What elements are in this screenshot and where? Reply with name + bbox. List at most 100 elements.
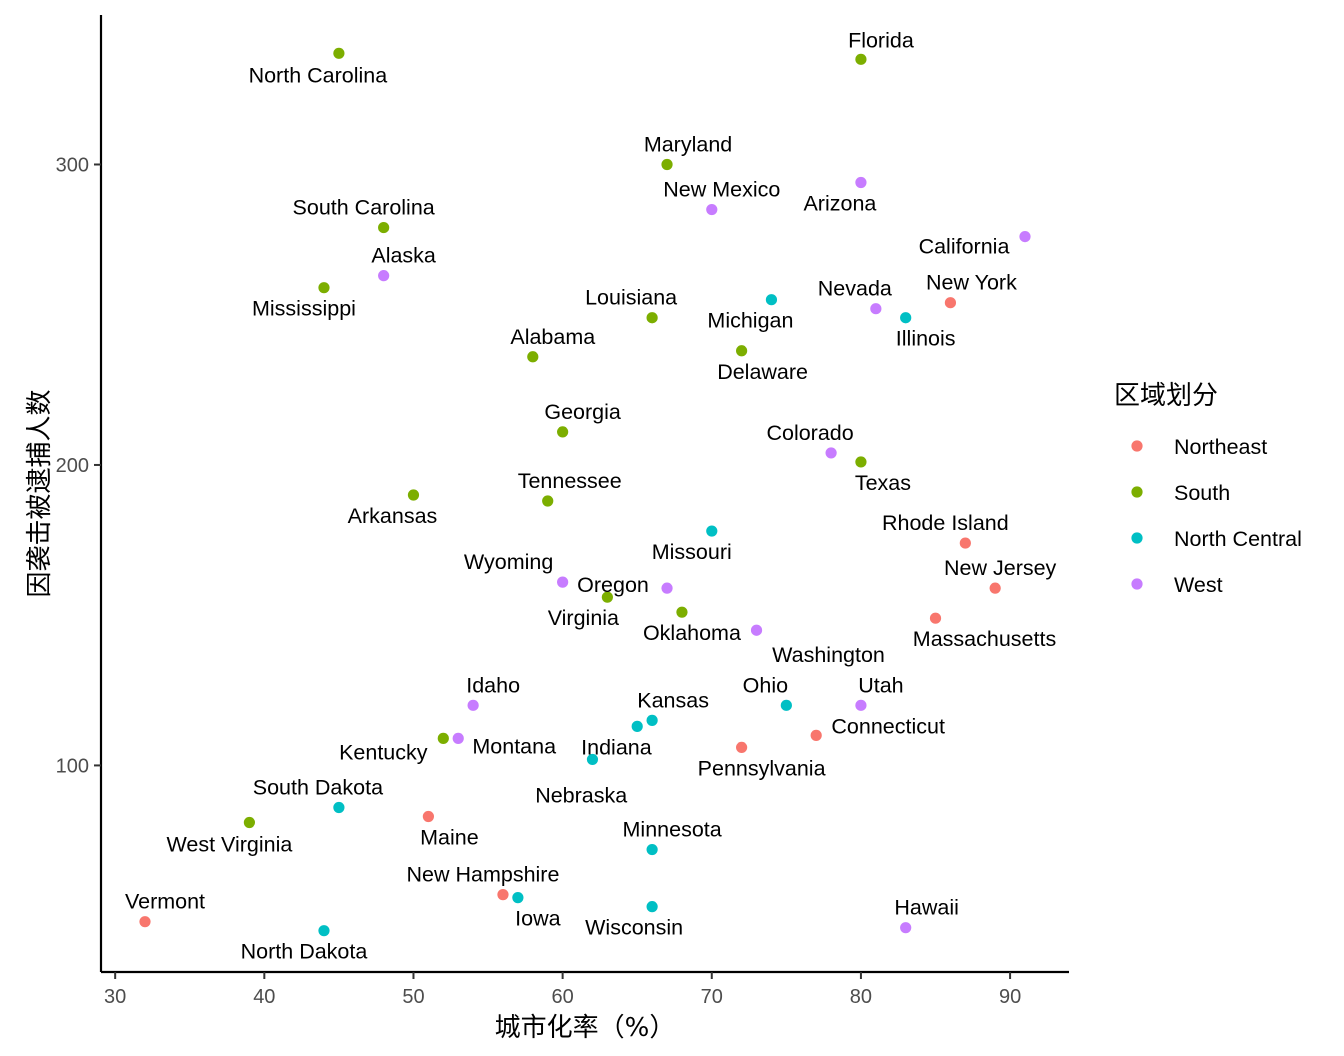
- point-label: Illinois: [896, 327, 956, 351]
- x-tick-label: 50: [402, 986, 424, 1008]
- y-tick-label: 100: [56, 755, 89, 777]
- data-point: [929, 612, 942, 624]
- point-label: Pennsylvania: [698, 756, 826, 780]
- data-point: [989, 582, 1001, 594]
- point-label: Kentucky: [339, 740, 428, 764]
- data-point: [780, 699, 792, 711]
- point-label: South Carolina: [293, 196, 435, 220]
- y-axis-title: 因袭击被逮捕人数: [25, 389, 55, 597]
- data-point: [542, 495, 554, 507]
- point-label: Maryland: [644, 132, 732, 156]
- y-tick-label: 300: [56, 154, 89, 176]
- data-point: [855, 699, 867, 711]
- point-label: Rhode Island: [882, 511, 1009, 535]
- y-tick-label: 200: [56, 455, 89, 477]
- point-label: Indiana: [581, 735, 652, 759]
- point-label: Arkansas: [348, 504, 438, 528]
- data-point: [706, 203, 718, 216]
- point-label: Nevada: [818, 277, 892, 301]
- point-label: Wisconsin: [585, 916, 683, 940]
- point-label: Maine: [420, 826, 479, 850]
- legend-key: [1131, 532, 1143, 544]
- data-point: [557, 576, 569, 588]
- point-label: Minnesota: [623, 818, 722, 842]
- point-label: Vermont: [125, 890, 205, 914]
- legend-label: South: [1174, 481, 1230, 505]
- legend-entries: Northeast South North Central West: [1131, 435, 1302, 597]
- x-axis-title: 城市化率（%）: [495, 1013, 676, 1043]
- point-label: South Dakota: [253, 775, 383, 799]
- data-point: [139, 916, 151, 928]
- data-point: [333, 47, 345, 59]
- data-points: [139, 47, 1031, 937]
- point-label: North Carolina: [249, 63, 388, 87]
- point-label: Idaho: [466, 673, 520, 697]
- point-label: Arizona: [803, 192, 876, 216]
- data-point: [959, 537, 971, 549]
- data-point: [557, 426, 569, 438]
- point-label: Virginia: [548, 606, 619, 630]
- point-label: New Mexico: [663, 178, 780, 202]
- point-label: Georgia: [544, 400, 621, 424]
- legend-key: [1131, 578, 1143, 590]
- point-label: Oregon: [577, 573, 649, 597]
- data-point: [750, 624, 763, 636]
- point-label: Utah: [858, 673, 903, 697]
- data-point: [422, 810, 434, 823]
- data-point: [736, 741, 748, 753]
- point-label: Connecticut: [831, 714, 945, 738]
- data-point: [467, 699, 479, 711]
- data-point: [601, 591, 613, 603]
- point-label: Florida: [848, 28, 914, 52]
- point-label: Iowa: [515, 907, 560, 931]
- legend-label: West: [1174, 573, 1223, 597]
- point-label: Hawaii: [894, 896, 959, 920]
- x-tick-label: 30: [104, 986, 126, 1008]
- point-label: Tennessee: [518, 469, 622, 493]
- x-tick-label: 90: [999, 986, 1021, 1008]
- point-label: Alabama: [510, 325, 595, 349]
- data-point: [378, 270, 390, 282]
- point-label: Michigan: [707, 309, 793, 333]
- data-point: [944, 297, 957, 309]
- point-label: Oklahoma: [643, 621, 741, 645]
- data-point: [676, 606, 688, 618]
- data-point: [318, 282, 330, 294]
- point-label: Montana: [472, 734, 556, 758]
- point-label: Washington: [772, 643, 885, 667]
- point-label: Colorado: [766, 421, 853, 445]
- x-tick-label: 70: [701, 986, 723, 1008]
- data-point: [825, 447, 837, 459]
- data-point: [318, 925, 330, 937]
- legend-label: Northeast: [1174, 435, 1267, 459]
- data-point: [452, 732, 464, 744]
- data-point: [586, 753, 599, 766]
- y-axis-ticks: 100 200 300: [56, 154, 101, 777]
- data-point: [646, 843, 658, 856]
- point-label: Massachusetts: [913, 627, 1056, 651]
- data-point: [661, 582, 673, 594]
- legend-key: [1131, 486, 1143, 498]
- point-label: Louisiana: [585, 286, 677, 310]
- data-point: [512, 892, 524, 904]
- point-label: Ohio: [743, 673, 788, 697]
- data-point: [646, 312, 658, 324]
- point-label: North Dakota: [241, 940, 368, 964]
- data-point: [378, 221, 390, 234]
- x-tick-label: 40: [253, 986, 275, 1008]
- point-label: West Virginia: [166, 833, 292, 857]
- data-point: [900, 312, 912, 324]
- data-point: [646, 714, 658, 726]
- point-label: Nebraska: [535, 783, 627, 807]
- legend-label: North Central: [1174, 527, 1302, 551]
- point-label: Delaware: [717, 360, 808, 384]
- data-point: [1019, 230, 1031, 243]
- point-label: Kansas: [637, 688, 709, 712]
- data-point: [661, 158, 673, 171]
- legend-key: [1131, 440, 1143, 452]
- data-point: [437, 732, 449, 744]
- point-label: California: [919, 235, 1010, 259]
- point-labels: North Carolina Florida Maryland Arizona New …: [125, 28, 1057, 963]
- data-point: [497, 889, 509, 901]
